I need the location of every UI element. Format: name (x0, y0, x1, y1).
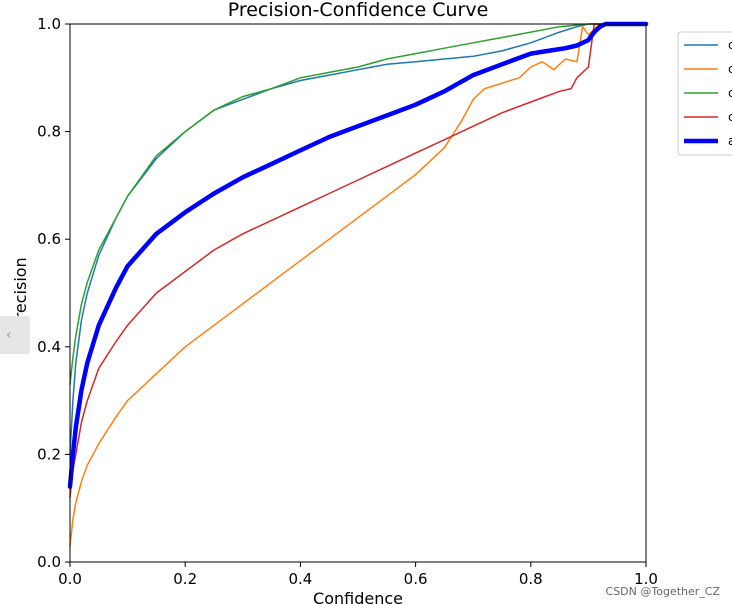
y-tick-label: 1.0 (37, 15, 61, 33)
x-axis-ticks: 0.0 0.2 0.4 0.6 0.8 1.0 (58, 562, 658, 588)
legend: class 1 class 2 class 3 class 4 all classes (677, 31, 732, 156)
legend-label: class 2 (728, 62, 732, 76)
series-line-3 (69, 23, 647, 386)
y-tick-label: 0.2 (37, 445, 61, 463)
plot-lines (67, 21, 649, 547)
y-tick-label: 0.8 (37, 123, 61, 141)
y-axis-label: Precision (11, 257, 30, 328)
x-tick-label: 0.0 (58, 570, 82, 588)
chevron-left-icon: ‹ (6, 327, 12, 343)
legend-label: class 4 (728, 110, 732, 124)
legend-label: class 1 (728, 38, 732, 52)
x-tick-label: 1.0 (634, 570, 658, 588)
y-tick-label: 0.4 (37, 338, 61, 356)
chart-title: Precision-Confidence Curve (228, 0, 489, 21)
x-tick-label: 0.4 (288, 570, 312, 588)
x-axis-label: Confidence (313, 589, 403, 604)
series-line-1 (69, 23, 647, 456)
series-line-5 (67, 21, 649, 489)
legend-label: class 3 (728, 86, 732, 100)
x-tick-label: 0.2 (173, 570, 197, 588)
collapse-sidebar-tab[interactable]: ‹ (0, 316, 30, 354)
series-line-4 (69, 23, 647, 499)
plot-frame (69, 23, 647, 563)
watermark: CSDN @Together_CZ (605, 585, 720, 598)
x-tick-label: 0.6 (404, 570, 428, 588)
y-axis-ticks: 0.0 0.2 0.4 0.6 0.8 1.0 (37, 15, 70, 571)
y-tick-label: 0.0 (37, 553, 61, 571)
y-tick-label: 0.6 (37, 230, 61, 248)
legend-label: all classes (728, 134, 732, 148)
x-tick-label: 0.8 (519, 570, 543, 588)
series-line-2 (69, 23, 647, 547)
